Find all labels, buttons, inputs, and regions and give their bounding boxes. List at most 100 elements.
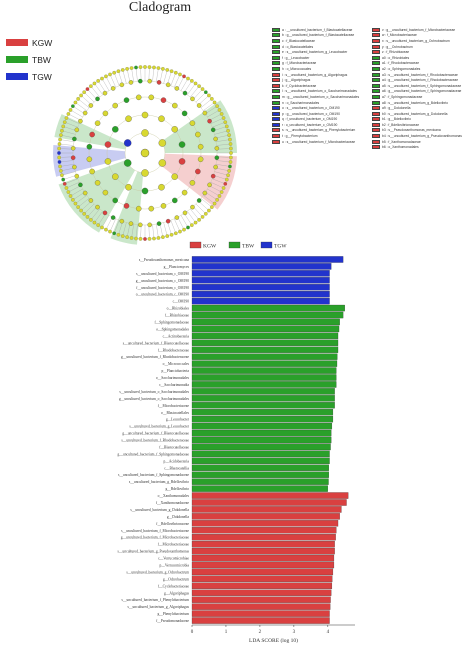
tree-leaf-node [89, 218, 93, 222]
clade-key-swatch [372, 38, 380, 43]
tree-inner-node [158, 159, 167, 167]
cladogram-legend: KGW TBW TGW [6, 34, 52, 85]
tree-branch [207, 188, 220, 197]
tree-branch [84, 92, 95, 103]
tree-inner-node [119, 218, 125, 224]
lda-bar [191, 527, 337, 534]
clade-key-item: b2 : f_Bdellovibrionaceae [372, 122, 472, 128]
tree-branch [152, 67, 155, 82]
tree-branch [60, 134, 75, 139]
clade-key-label: b : g__uncultured_bacterium_f_Blastocate… [282, 33, 355, 38]
clade-key-item: b1 : g__Bdellovibrio [372, 117, 472, 123]
clade-key-label: a : __uncultured_bacterium_f_Blastocatel… [282, 27, 353, 32]
tree-leaf-node [112, 70, 116, 75]
lda-bar-label: p__Planctobacteria [161, 369, 189, 373]
tree-leaf-node [82, 212, 86, 216]
tree-branch [63, 175, 77, 180]
lda-bar [191, 374, 337, 381]
tree-inner-node [138, 78, 143, 84]
lda-bar [191, 478, 329, 485]
tree-branch [187, 211, 196, 223]
lda-bar [191, 339, 339, 346]
tree-leaf-node [58, 164, 62, 169]
tree-leaf-node [61, 124, 66, 129]
tree-inner-node [213, 164, 218, 170]
tree-branch [193, 206, 203, 218]
clade-key-swatch [272, 122, 280, 127]
clade-key-swatch [372, 134, 380, 139]
lda-bar-label: g__Algoriphagus [164, 591, 190, 595]
tree-branch [167, 221, 172, 235]
tree-inner-node [197, 143, 204, 150]
tree-branch [90, 208, 100, 220]
clade-key-item: v : g__uncultured_bacterium_f_Microbacte… [372, 27, 472, 33]
tree-branch [78, 98, 90, 108]
clade-key-label: i : s__uncultured_bacterium_g_Algoriphag… [282, 72, 348, 77]
clade-key-item: p : g__uncultured_bacterium_c_OM190 [272, 111, 370, 117]
lda-bar [191, 395, 335, 402]
tree-leaf-node [125, 235, 129, 239]
tree-leaf-node [178, 72, 182, 77]
tree-inner-node [158, 139, 167, 147]
tree-inner-node [160, 203, 167, 209]
lda-bar-label: s__uncultured_bacterium_f_Blastocatellac… [123, 341, 190, 345]
clade-key-label: a2 : o_Sphingomonadales [382, 66, 421, 71]
tree-leaf-node [129, 236, 134, 240]
lda-bar [191, 429, 332, 437]
tree-inner-node [141, 111, 149, 119]
lda-bar-label: s__uncultured_bacterium_g_Bdellovibrio [129, 480, 189, 484]
tree-inner-node [125, 115, 132, 123]
tree-leaf-node [178, 229, 182, 234]
clade-key-swatch [372, 44, 380, 49]
clade-key-label: b0 : s__uncultured_bacterium_g_Dokdonell… [382, 111, 448, 116]
lda-bar [191, 388, 335, 395]
clade-key-item: n : o_Saccharimonadales [272, 100, 370, 106]
tree-inner-node [123, 203, 130, 209]
tree-branch [75, 102, 87, 111]
tree-branch [109, 218, 116, 232]
tree-branch [59, 160, 74, 163]
tree-leaf-node [223, 182, 228, 186]
tree-leaf-node [156, 236, 161, 240]
tree-inner-node [210, 127, 216, 133]
clade-key-label: a0 : o_Rhizobiales [382, 55, 410, 60]
clade-key-label: a6 : g__uncultured_bacterium_f_Sphingomo… [382, 89, 462, 94]
tree-leaf-node [138, 237, 143, 241]
tree-leaf-node [104, 74, 108, 79]
tree-inner-node [94, 180, 101, 186]
tree-inner-node [125, 183, 132, 191]
tree-branch [156, 224, 159, 238]
lda-bar-label: s__uncultured_bacterium_c_OM190 [136, 272, 189, 276]
clade-key-label: a7 : f_Sphingomonadaceae [382, 94, 423, 99]
clade-key-item: b4 : s__uncultured_bacterium_g_Pseudoxan… [372, 133, 472, 139]
clade-key-swatch [372, 83, 380, 88]
clade-key-label: y : g__Ochrobactrum [382, 44, 413, 49]
tree-inner-node [195, 168, 201, 175]
tree-branch [126, 68, 131, 83]
clade-key-item: h : o_Micrococcales [272, 66, 370, 72]
lda-bar [191, 277, 330, 284]
clade-key-label: c : f_Blastocatellaceae [282, 38, 315, 43]
lda-bar [191, 457, 330, 465]
tree-leaf-node [143, 237, 147, 241]
lda-bar [191, 290, 330, 298]
tree-branch [210, 117, 224, 124]
clade-key-swatch [372, 66, 380, 71]
tree-inner-node [86, 156, 93, 163]
tree-leaf-node [59, 133, 63, 137]
tree-leaf-node [221, 116, 226, 120]
clade-key-swatch [272, 55, 280, 60]
clade-key-label: k : f_Cyclobacteriaceae [282, 83, 317, 88]
clade-key-item: g : f_Microbacteriaceae [272, 61, 370, 67]
tree-leaf-node [64, 186, 69, 190]
tree-leaf-node [182, 74, 186, 79]
tree-branch [72, 106, 85, 114]
tree-branch [78, 198, 90, 208]
tree-leaf-node [73, 100, 78, 105]
tree-inner-node [104, 141, 112, 148]
clade-key-label: o : s__uncultured_bacterium_c_OM190 [282, 106, 340, 111]
tree-branch [163, 69, 168, 84]
tree-leaf-node [215, 104, 219, 108]
tree-leaf-node [147, 237, 152, 241]
tree-branch [203, 102, 215, 111]
